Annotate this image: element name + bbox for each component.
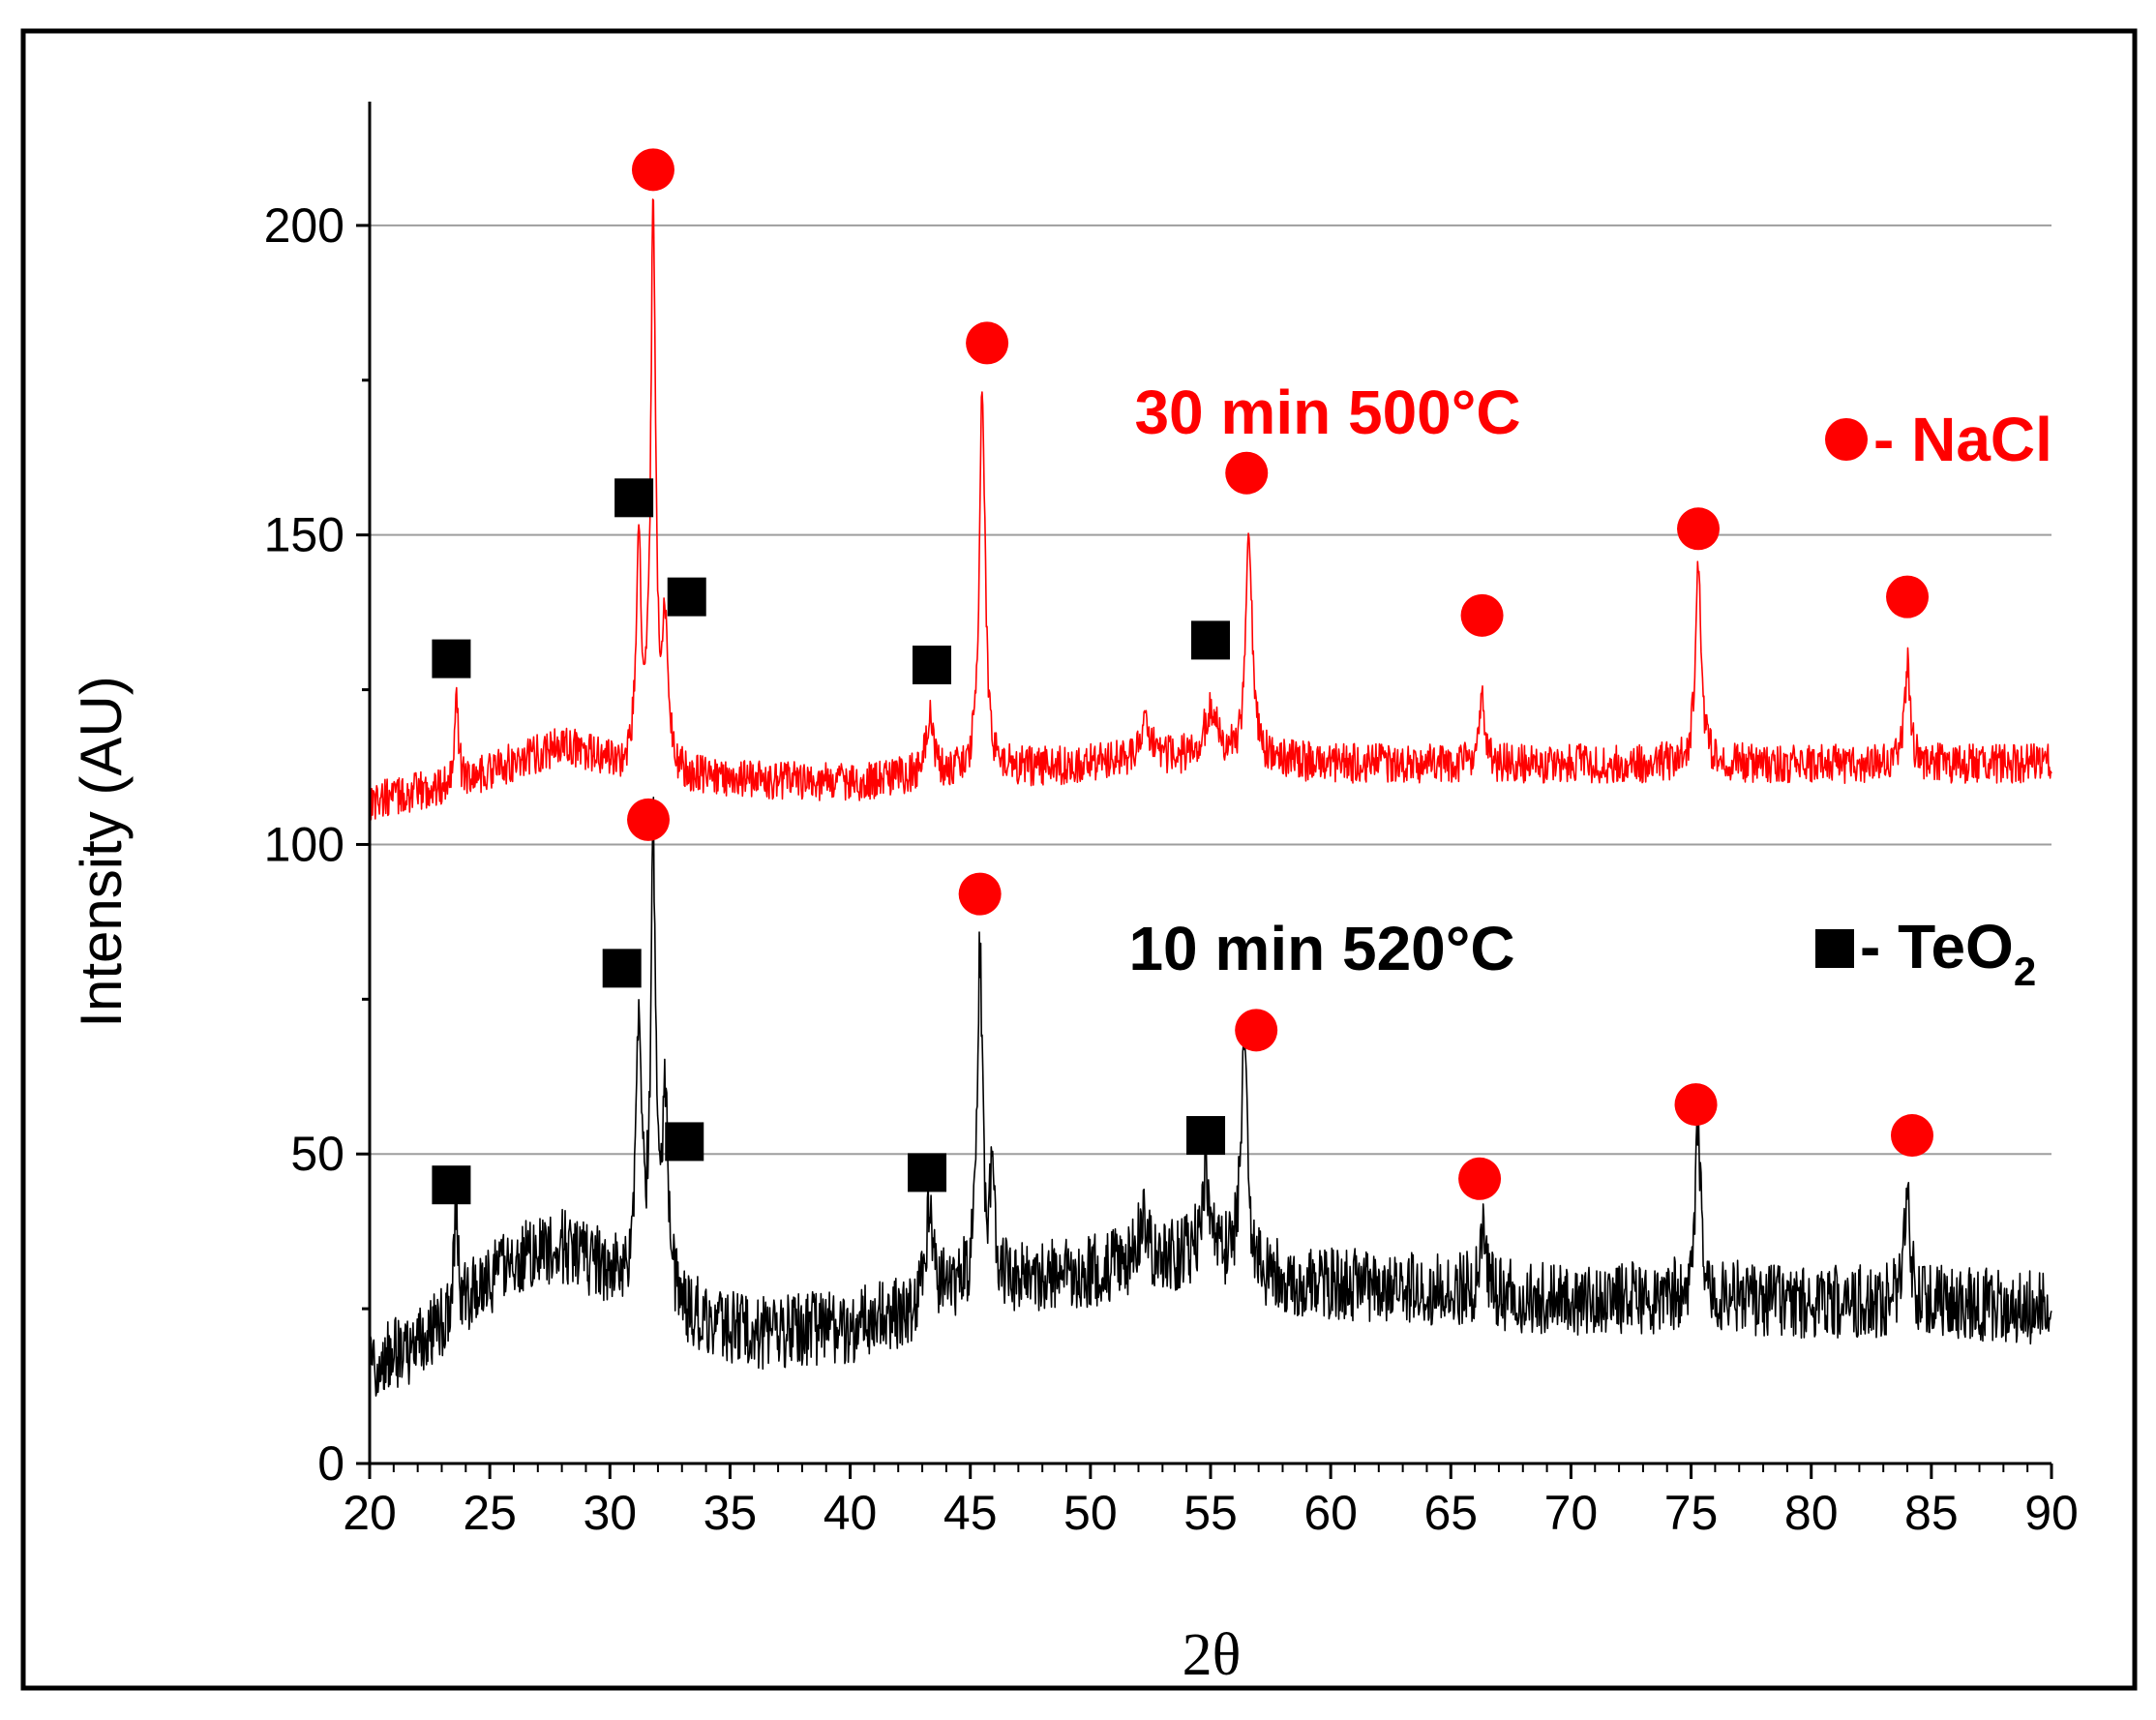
nacl-peak-marker-1 bbox=[631, 148, 674, 192]
teo2-peak-marker-9 bbox=[908, 1153, 947, 1192]
nacl-peak-marker-3 bbox=[1225, 451, 1269, 495]
x-tick-label-30: 30 bbox=[583, 1486, 637, 1540]
nacl-peak-marker-11 bbox=[1674, 1083, 1718, 1127]
legend-teo2-subscript: 2 bbox=[2014, 949, 2036, 994]
teo2-peak-marker-10 bbox=[1186, 1116, 1226, 1156]
series-label-30min: 30 min 500°C bbox=[1134, 377, 1520, 447]
teo2-peak-marker-6 bbox=[432, 1165, 471, 1205]
x-tick-label-40: 40 bbox=[823, 1486, 878, 1540]
teo2-peak-marker-3 bbox=[667, 577, 706, 617]
series-label-10min: 10 min 520°C bbox=[1128, 914, 1514, 983]
nacl-peak-marker-9 bbox=[1235, 1009, 1278, 1052]
x-tick-label-75: 75 bbox=[1664, 1486, 1719, 1540]
nacl-peak-marker-6 bbox=[1886, 575, 1930, 619]
y-tick-label-100: 100 bbox=[264, 817, 344, 871]
x-tick-label-65: 65 bbox=[1423, 1486, 1478, 1540]
x-tick-label-90: 90 bbox=[2024, 1486, 2079, 1540]
nacl-peak-marker-7 bbox=[627, 798, 671, 841]
nacl-peak-marker-8 bbox=[958, 872, 1002, 916]
nacl-peak-marker-12 bbox=[1890, 1114, 1933, 1158]
x-tick-label-20: 20 bbox=[343, 1486, 397, 1540]
legend-teo2-label: - TeO2 bbox=[1860, 912, 2036, 994]
nacl-peak-marker-10 bbox=[1458, 1157, 1502, 1200]
x-tick-label-50: 50 bbox=[1063, 1486, 1118, 1540]
peak-markers bbox=[432, 148, 1933, 1205]
legend-teo2-text: - TeO bbox=[1860, 912, 2014, 981]
nacl-peak-marker-5 bbox=[1677, 507, 1721, 551]
x-tick-label-70: 70 bbox=[1544, 1486, 1599, 1540]
y-tick-label-0: 0 bbox=[317, 1436, 344, 1491]
legend: - NaCl - TeO2 bbox=[1815, 405, 2052, 994]
y-axis-title: Intensity (AU) bbox=[69, 676, 134, 1027]
x-tick-label-60: 60 bbox=[1303, 1486, 1358, 1540]
teo2-peak-marker-8 bbox=[665, 1122, 704, 1162]
x-tick-label-25: 25 bbox=[463, 1486, 517, 1540]
axes: 0 50 100 150 200 20 25 30 35 40 45 50 55 60 65 70 75 80 85… bbox=[264, 102, 2079, 1540]
nacl-peak-marker-2 bbox=[966, 321, 1009, 365]
teo2-peak-marker-4 bbox=[912, 645, 951, 684]
teo2-peak-marker-1 bbox=[432, 639, 471, 679]
nacl-peak-marker-4 bbox=[1460, 593, 1504, 637]
teo2-peak-marker-7 bbox=[602, 949, 642, 988]
y-tick-label-150: 150 bbox=[264, 508, 344, 562]
legend-teo2-marker bbox=[1815, 929, 1854, 968]
x-tick-label-55: 55 bbox=[1183, 1486, 1238, 1540]
series-line-1 bbox=[369, 198, 2052, 821]
legend-nacl-marker bbox=[1825, 418, 1868, 461]
legend-nacl-label: - NaCl bbox=[1873, 405, 2052, 474]
x-tick-label-85: 85 bbox=[1904, 1486, 1959, 1540]
x-axis-title: 2θ bbox=[1183, 1622, 1242, 1688]
teo2-peak-marker-2 bbox=[614, 478, 654, 518]
y-tick-label-200: 200 bbox=[264, 198, 344, 253]
x-tick-label-80: 80 bbox=[1784, 1486, 1839, 1540]
series-layer bbox=[369, 198, 2052, 1397]
teo2-peak-marker-5 bbox=[1191, 620, 1230, 660]
series-line-2 bbox=[369, 797, 2052, 1397]
x-tick-label-35: 35 bbox=[704, 1486, 758, 1540]
x-tick-label-45: 45 bbox=[943, 1486, 998, 1540]
y-tick-label-50: 50 bbox=[290, 1127, 344, 1181]
figure-frame bbox=[20, 28, 2138, 1691]
